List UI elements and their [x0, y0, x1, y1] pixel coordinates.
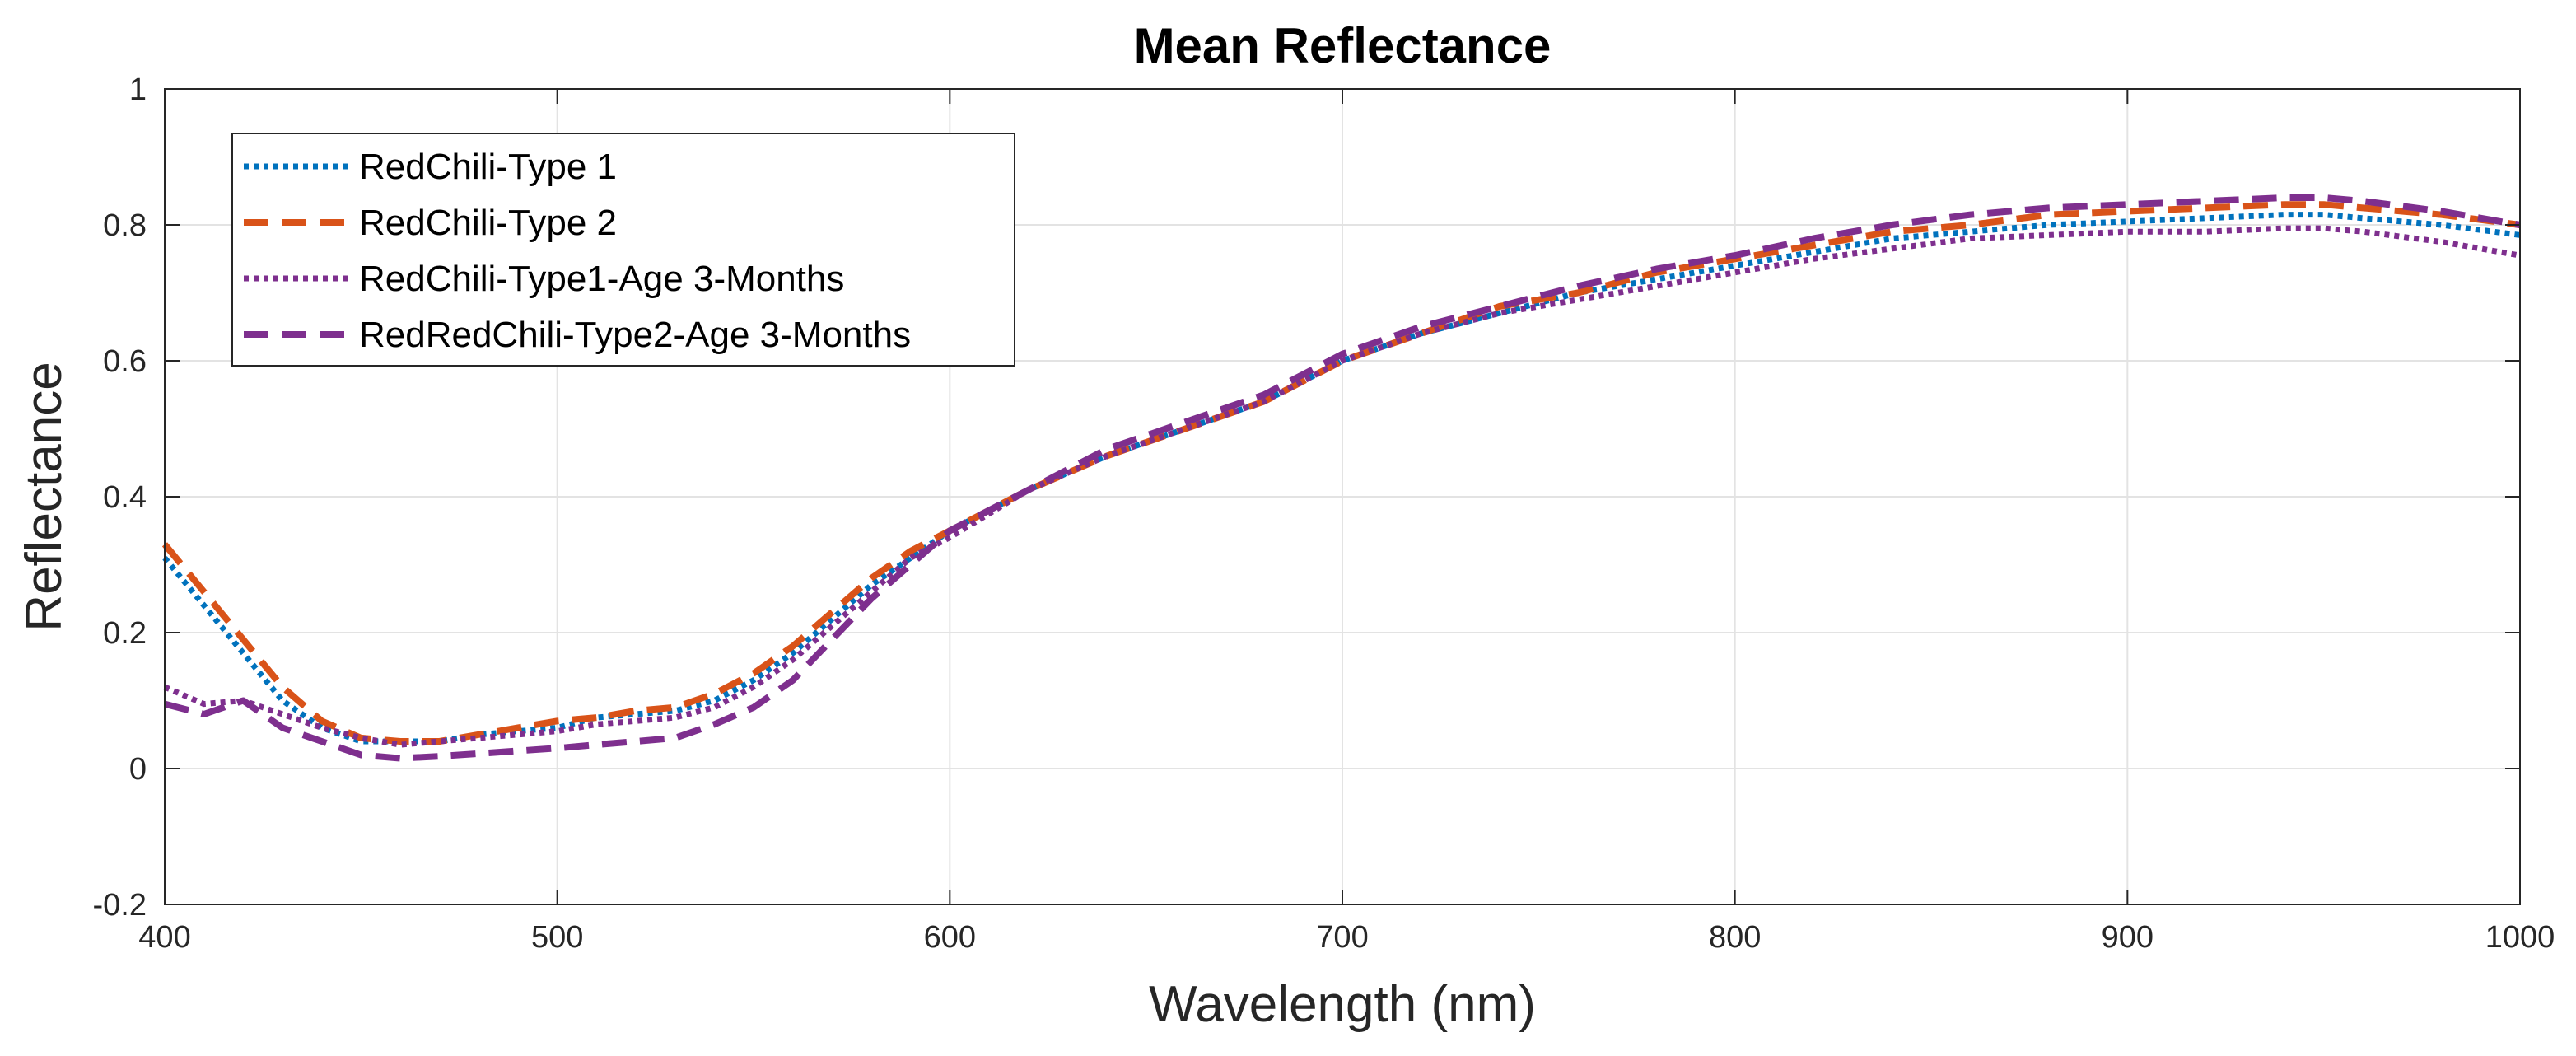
y-tick-label: 0	[129, 752, 147, 787]
legend-box	[231, 133, 1015, 367]
x-tick-label: 1000	[2485, 920, 2555, 955]
series-layer	[161, 194, 2521, 762]
legend-label-4: RedRedChili-Type2-Age 3-Months	[359, 315, 911, 355]
x-tick-label: 600	[924, 920, 976, 955]
legend-label-3: RedChili-Type1-Age 3-Months	[359, 259, 844, 299]
axis-ticks: 400 500 600 700 800 900 1000 -0.2 0 0.2 0.4 0.6 0.8 1	[93, 72, 2555, 955]
series-line-4	[163, 194, 2521, 762]
x-tick-label: 500	[531, 920, 583, 955]
x-axis-label: Wavelength (nm)	[1149, 976, 1536, 1033]
y-tick-label: 0.4	[103, 480, 147, 515]
x-tick-label: 700	[1316, 920, 1368, 955]
y-tick-label: 1	[129, 72, 147, 107]
y-tick-label: -0.2	[93, 888, 147, 923]
legend-label-2: RedChili-Type 2	[359, 203, 617, 243]
x-tick-label: 900	[2102, 920, 2154, 955]
y-tick-label: 0.6	[103, 344, 147, 379]
x-tick-label: 400	[138, 920, 190, 955]
y-tick-label: 0.2	[103, 616, 147, 651]
legend-label-1: RedChili-Type 1	[359, 147, 617, 187]
chart-title: Mean Reflectance	[1134, 18, 1552, 73]
y-tick-label: 0.8	[103, 208, 147, 243]
x-tick-label: 800	[1709, 920, 1761, 955]
y-axis-label: Reflectance	[16, 362, 72, 631]
legend: RedChili-Type 1 RedChili-Type 2 RedChili-T…	[231, 133, 1015, 367]
